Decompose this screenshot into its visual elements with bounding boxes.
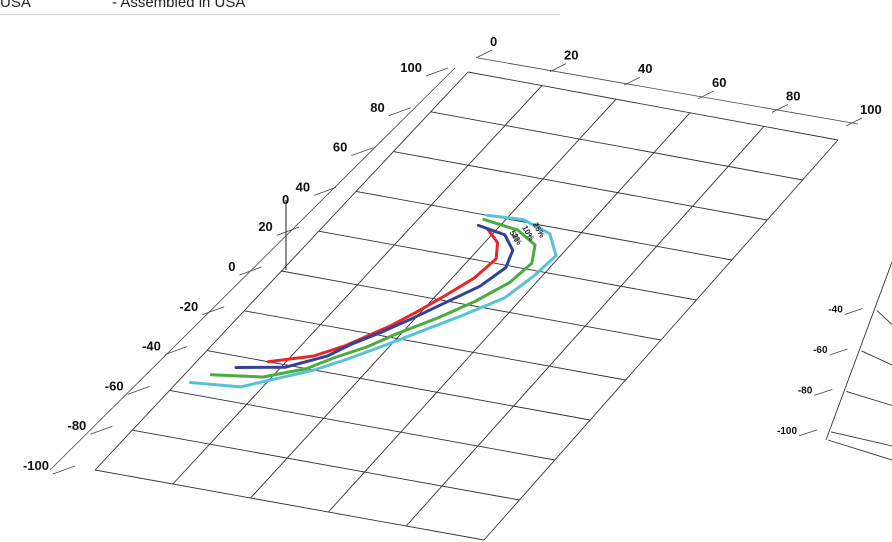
y-tick-leader [388, 107, 411, 117]
x-tick-leader [771, 104, 789, 113]
side-tick-label: -40 [828, 304, 843, 315]
y-tick-label: -40 [142, 339, 161, 354]
grid-line-horizontal [169, 389, 555, 461]
x-axis-ticks: 0 20 40 60 80 100 [475, 34, 882, 127]
y-tick-leader [164, 346, 188, 355]
x-tick-label: 100 [860, 102, 882, 117]
origin-label: 0 [282, 192, 289, 207]
x-tick-leader [845, 117, 863, 127]
side-grid-line [846, 390, 892, 406]
side-tick-label: -100 [777, 426, 797, 437]
y-tick-label: 100 [400, 60, 422, 75]
x-tick-label: 60 [712, 75, 726, 90]
y-tick-label: 80 [370, 100, 384, 115]
y-tick-label: 20 [258, 219, 272, 234]
side-grid-line [861, 350, 892, 366]
side-grid-edge [825, 261, 892, 441]
y-tick-leader [52, 465, 76, 475]
y-tick-label: 40 [296, 179, 310, 194]
y-tick-leader [239, 266, 262, 276]
series-group: 2%5%10%25% [189, 213, 558, 389]
x-tick-label: 0 [490, 34, 497, 49]
grid-line-horizontal [281, 270, 662, 341]
origin-marker: 0 [282, 192, 289, 270]
y-tick-label: -20 [179, 299, 198, 314]
x-axis-line [477, 57, 859, 125]
assembled-text: - Assembled in USA [112, 0, 246, 11]
grid-line-horizontal [393, 151, 768, 221]
side-tick-leader [844, 308, 863, 315]
y-tick-leader [276, 226, 299, 236]
side-tick-label: -80 [798, 385, 813, 396]
x-tick-label: 40 [638, 61, 652, 76]
y-tick-leader [90, 425, 113, 435]
y-tick-label: 60 [333, 140, 347, 155]
side-grid-bottom [827, 439, 892, 461]
y-tick-leader [313, 187, 337, 196]
x-tick-leader [623, 76, 641, 86]
y-tick-leader [425, 67, 449, 77]
y-tick-leader [202, 306, 225, 316]
x-tick-label: 80 [786, 88, 800, 103]
x-tick-label: 20 [564, 48, 578, 63]
side-tick-label: -60 [813, 345, 828, 356]
country-text: USA [0, 0, 31, 11]
grid-line-horizontal [356, 190, 732, 261]
grid-line-horizontal [467, 71, 839, 141]
series-line-1 [266, 227, 500, 364]
side-grid-line [876, 310, 892, 325]
grid-line-horizontal [430, 111, 803, 181]
side-y-axis-ticks: -40 -60 -80 -100 [777, 304, 863, 437]
y-tick-leader [351, 147, 374, 156]
side-tick-leader [798, 429, 818, 437]
series-line-3 [209, 217, 537, 379]
x-tick-leader [549, 63, 567, 72]
side-tick-leader [829, 348, 848, 356]
side-grid-line [830, 431, 892, 447]
y-tick-leader [127, 386, 150, 395]
y-axis-ticks: 100 80 60 40 20 0 -20 -40 -60 -80 -100 [23, 60, 456, 475]
grid-line-horizontal [132, 429, 520, 501]
y-tick-label: -100 [23, 458, 49, 473]
grid-side [825, 261, 892, 461]
grid-line-horizontal [244, 310, 626, 381]
y-axis-line [49, 67, 456, 471]
series-line-2 [234, 223, 515, 369]
series-line-4 [189, 213, 558, 389]
grid-main [94, 71, 839, 541]
y-tick-label: -60 [105, 378, 124, 393]
y-tick-label: -80 [68, 418, 87, 433]
grid-line-horizontal [94, 469, 485, 541]
x-tick-leader [697, 90, 715, 100]
spec-row: USA - Assembled in USA [0, 0, 560, 15]
y-tick-label: 0 [228, 259, 235, 274]
side-tick-leader [814, 389, 833, 396]
x-tick-leader [475, 49, 493, 59]
